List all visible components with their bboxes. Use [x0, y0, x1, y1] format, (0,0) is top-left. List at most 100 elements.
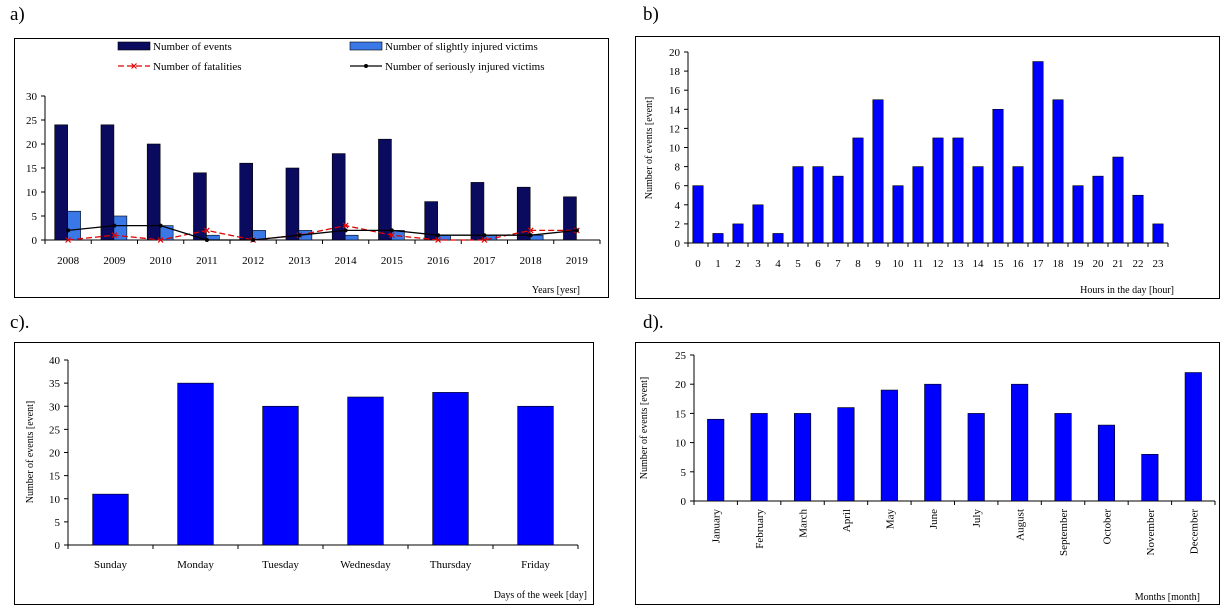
bar-March — [793, 413, 812, 502]
chart-frame-c — [14, 342, 594, 605]
bar-1 — [712, 233, 724, 244]
bar-13 — [952, 137, 964, 244]
y-tick-label: 14 — [669, 104, 681, 116]
y-tick-label: 6 — [675, 181, 681, 193]
x-tick-label: 4 — [775, 258, 781, 270]
y-tick-label: 5 — [32, 211, 38, 223]
bar-events-2017 — [470, 182, 485, 241]
x-tick-label: November — [1145, 509, 1157, 556]
y-tick-label: 40 — [49, 355, 61, 367]
point-seriously-injured-2016 — [436, 233, 441, 238]
point-seriously-injured-2008 — [66, 228, 71, 233]
y-tick-label: 20 — [675, 379, 687, 391]
x-axis-title: Hours in the day [hour] — [1080, 285, 1174, 296]
y-tick-label: 5 — [55, 517, 61, 529]
legend-swatch-0 — [117, 41, 151, 51]
y-tick-label: 15 — [49, 471, 61, 483]
bar-September — [1054, 413, 1072, 502]
x-tick-label: Friday — [521, 559, 550, 571]
bar-23 — [1152, 223, 1164, 244]
point-fatalities-2009 — [111, 232, 118, 239]
x-tick-label: 11 — [913, 258, 924, 270]
x-axis-title: Months [month] — [1135, 592, 1200, 603]
x-tick-label: 8 — [855, 258, 861, 270]
bar-7 — [832, 175, 844, 244]
legend-swatch-1 — [349, 41, 383, 51]
bar-November — [1141, 453, 1159, 502]
x-tick-label: 5 — [795, 258, 801, 270]
panel-label-d: d). — [643, 312, 664, 333]
x-tick-label: 14 — [973, 258, 985, 270]
x-tick-label: June — [928, 509, 940, 529]
x-tick-label: 2013 — [288, 255, 311, 267]
bar-slightly-injured-2009 — [113, 215, 128, 241]
y-tick-label: 10 — [49, 494, 61, 506]
y-tick-label: 30 — [26, 91, 38, 103]
x-tick-label: 6 — [815, 258, 821, 270]
y-tick-label: 15 — [26, 163, 38, 175]
bar-slightly-injured-2010 — [159, 225, 174, 241]
bar-10 — [892, 185, 904, 244]
x-tick-label: May — [884, 509, 896, 530]
bar-events-2018 — [516, 186, 531, 241]
x-tick-label: 1 — [715, 258, 721, 270]
y-tick-label: 0 — [55, 540, 61, 552]
bar-events-2014 — [331, 153, 346, 241]
point-seriously-injured-2017 — [482, 233, 487, 238]
x-tick-label: 2018 — [520, 255, 543, 267]
bar-slightly-injured-2014 — [344, 234, 359, 241]
x-tick-label: 12 — [933, 258, 944, 270]
y-tick-label: 10 — [669, 143, 681, 155]
y-tick-label: 20 — [26, 139, 38, 151]
bar-June — [924, 383, 942, 502]
bar-August — [1011, 383, 1029, 502]
bar-October — [1097, 424, 1116, 502]
y-tick-label: 25 — [26, 115, 38, 127]
y-tick-label: 0 — [681, 496, 687, 508]
point-seriously-injured-2009 — [112, 223, 117, 228]
bar-Friday — [517, 405, 554, 546]
x-tick-label: 2008 — [57, 255, 80, 267]
bar-July — [967, 413, 985, 502]
bar-17 — [1032, 61, 1044, 244]
bar-Wednesday — [347, 396, 384, 546]
bar-21 — [1112, 156, 1124, 244]
panel-label-b: b) — [643, 4, 659, 25]
y-axis-title: Number of events [event] — [639, 377, 650, 479]
y-tick-label: 2 — [675, 219, 681, 231]
x-tick-label: December — [1188, 509, 1200, 555]
point-fatalities-2008 — [65, 237, 72, 243]
point-seriously-injured-2010 — [158, 223, 163, 228]
x-tick-label: 2014 — [335, 255, 358, 267]
x-tick-label: 2009 — [103, 255, 126, 267]
bar-events-2011 — [193, 172, 207, 241]
point-seriously-injured-2019 — [574, 228, 579, 233]
x-tick-label: 22 — [1133, 258, 1144, 270]
bar-2 — [732, 223, 744, 244]
x-tick-label: 16 — [1013, 258, 1025, 270]
bar-3 — [752, 204, 764, 244]
bar-January — [707, 418, 725, 502]
x-tick-label: 2015 — [381, 255, 404, 267]
bar-22 — [1132, 194, 1144, 244]
y-axis-title: Number of events [event] — [25, 401, 36, 503]
bar-April — [837, 407, 855, 502]
bar-19 — [1072, 185, 1084, 244]
y-tick-label: 12 — [669, 123, 680, 135]
x-tick-label: 20 — [1093, 258, 1105, 270]
x-tick-label: 9 — [875, 258, 881, 270]
x-tick-label: 18 — [1053, 258, 1065, 270]
y-tick-label: 10 — [675, 438, 687, 450]
y-tick-label: 15 — [675, 408, 687, 420]
x-tick-label: 21 — [1113, 258, 1124, 270]
point-fatalities-2014 — [342, 222, 349, 229]
x-tick-label: Tuesday — [262, 559, 299, 571]
x-tick-label: 2017 — [473, 255, 496, 267]
x-tick-label: 2011 — [196, 255, 218, 267]
x-tick-label: August — [1015, 509, 1027, 541]
bar-20 — [1092, 175, 1104, 244]
legend-label: Number of seriously injured victims — [385, 61, 544, 73]
x-tick-label: 2 — [735, 258, 741, 270]
x-tick-label: Monday — [177, 559, 214, 571]
line-fatalities — [68, 224, 577, 241]
